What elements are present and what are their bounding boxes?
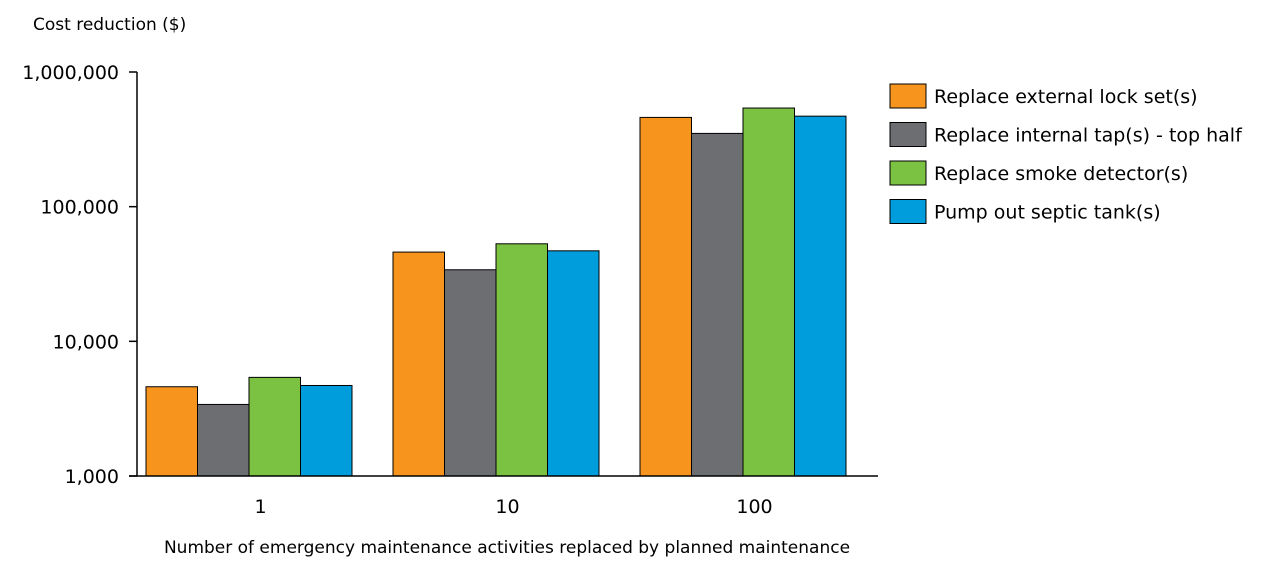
y-axis-title: Cost reduction ($) <box>33 15 186 35</box>
y-tick-label: 1,000,000 <box>22 62 119 84</box>
x-tick-label: 100 <box>736 496 772 518</box>
bar <box>145 386 198 477</box>
legend: Replace external lock set(s) Replace inte… <box>889 83 1243 224</box>
bar <box>495 243 548 477</box>
y-tick-label: 100,000 <box>40 197 119 219</box>
bar <box>691 132 744 477</box>
legend-swatch <box>889 199 927 224</box>
y-tick-label: 10,000 <box>53 331 119 353</box>
legend-label: Replace internal tap(s) - top half <box>934 125 1243 147</box>
bar <box>639 116 692 477</box>
bar <box>444 269 497 477</box>
legend-swatch <box>889 122 927 147</box>
legend-label: Pump out septic tank(s) <box>934 202 1161 224</box>
bar <box>197 403 250 477</box>
bar <box>392 251 445 477</box>
bar <box>547 250 600 477</box>
legend-swatch <box>889 160 927 186</box>
y-tick-label: 1,000 <box>65 466 119 488</box>
x-axis-title: Number of emergency maintenance activiti… <box>164 538 850 558</box>
legend-label: Replace external lock set(s) <box>934 86 1198 108</box>
x-tick-label: 10 <box>495 496 519 518</box>
bar <box>248 376 301 477</box>
plot-area: 1 10 100 1,000 10,000 100,000 1,000,000 <box>22 62 878 518</box>
legend-label: Replace smoke detector(s) <box>934 163 1188 185</box>
bar <box>794 115 847 477</box>
bar <box>300 384 353 477</box>
legend-swatch <box>889 83 927 109</box>
x-tick-label: 1 <box>254 496 266 518</box>
bar <box>742 107 795 477</box>
